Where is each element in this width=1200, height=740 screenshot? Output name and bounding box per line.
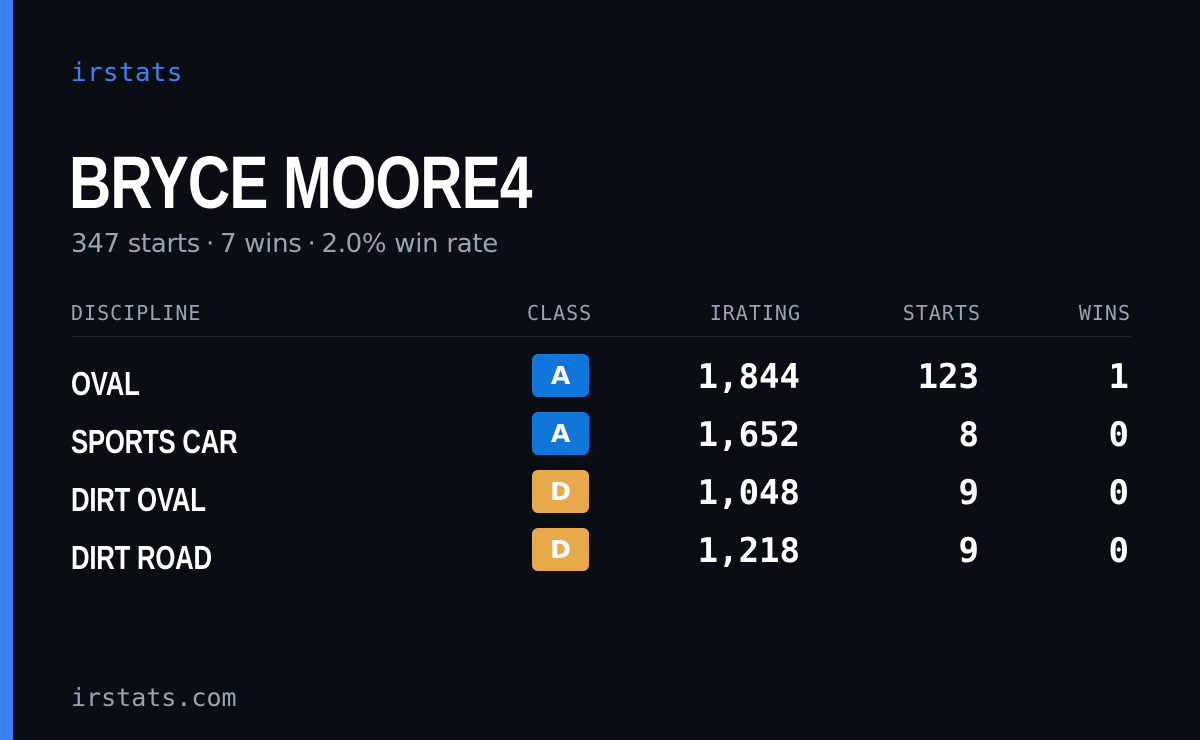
- table-body: OVAL A 1,844 123 1 SPORTS CAR A 1,652 8 …: [71, 354, 1131, 586]
- license-class-badge: A: [532, 412, 589, 455]
- discipline-name: DIRT ROAD: [71, 539, 212, 576]
- table-row: DIRT ROAD D 1,218 9 0: [71, 528, 1131, 586]
- wins-value: 1: [1108, 357, 1129, 397]
- table-row: OVAL A 1,844 123 1: [71, 354, 1131, 412]
- player-name: BRYCE MOORE4: [69, 141, 532, 224]
- license-class-badge: A: [532, 354, 589, 397]
- summary-separator: ·: [206, 229, 214, 259]
- starts-value: 123: [917, 357, 979, 397]
- discipline-name: DIRT OVAL: [71, 481, 206, 518]
- irating-value: 1,844: [697, 357, 800, 397]
- license-class-badge: D: [532, 470, 589, 513]
- wins-value: 0: [1108, 415, 1129, 455]
- header-starts: STARTS: [902, 301, 981, 325]
- irating-value: 1,048: [697, 473, 800, 513]
- starts-value: 8: [958, 415, 979, 455]
- header-discipline: DISCIPLINE: [71, 301, 202, 325]
- starts-value: 9: [958, 473, 979, 513]
- summary-separator: ·: [307, 229, 316, 259]
- accent-bar: [0, 0, 13, 740]
- footer-domain-link[interactable]: irstats.com: [71, 683, 237, 712]
- table-row: SPORTS CAR A 1,652 8 0: [71, 412, 1131, 470]
- header-wins: WINS: [1078, 301, 1131, 325]
- header-class: CLASS: [527, 301, 593, 325]
- table-header: DISCIPLINE CLASS IRATING STARTS WINS: [71, 296, 1131, 337]
- irating-value: 1,218: [697, 531, 800, 571]
- win-rate: 2.0% win rate: [321, 229, 498, 259]
- discipline-name: SPORTS CAR: [71, 423, 238, 460]
- discipline-name: OVAL: [71, 365, 140, 402]
- license-class-badge: D: [532, 528, 589, 571]
- header-irating: IRATING: [709, 301, 801, 325]
- player-summary: 347 starts · 7 wins · 2.0% win rate: [71, 226, 498, 262]
- starts-value: 9: [958, 531, 979, 571]
- irating-value: 1,652: [697, 415, 800, 455]
- starts-count: 347 starts: [71, 229, 200, 259]
- wins-count: 7 wins: [219, 229, 302, 259]
- table-row: DIRT OVAL D 1,048 9 0: [71, 470, 1131, 528]
- wins-value: 0: [1108, 531, 1129, 571]
- stats-table: DISCIPLINE CLASS IRATING STARTS WINS OVA…: [71, 296, 1131, 586]
- brand-logo[interactable]: irstats: [71, 58, 183, 88]
- wins-value: 0: [1108, 473, 1129, 513]
